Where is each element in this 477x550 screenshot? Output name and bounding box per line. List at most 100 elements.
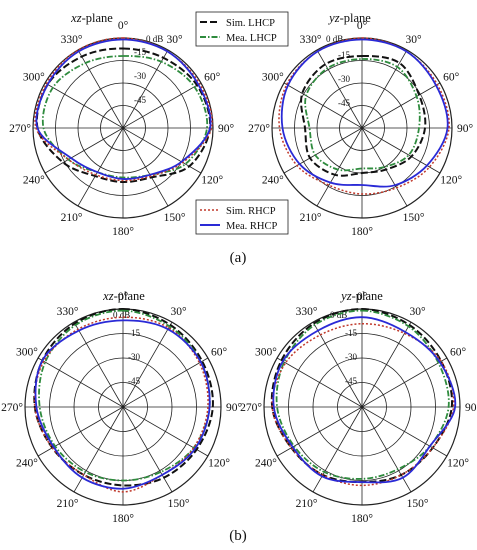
angle-tick-label: 120° — [208, 458, 230, 470]
legend-rhcp-frame — [195, 199, 289, 235]
polar-grid-b-yz — [263, 308, 461, 506]
angle-tick-label: 180° — [112, 226, 134, 238]
legend-sim-lhcp-label: Sim. LHCP — [226, 18, 275, 29]
series-b-yz — [270, 307, 457, 487]
angle-tick-label: 150° — [407, 498, 429, 510]
grid-spoke — [276, 406, 363, 457]
angle-tick-label: 30° — [170, 306, 187, 318]
grid-spoke — [37, 406, 124, 457]
grid-spoke — [361, 406, 448, 457]
panel-label-b: (b) — [229, 528, 247, 544]
angle-tick-label: 180° — [351, 513, 373, 525]
series-line-mea-lhcp — [304, 58, 421, 172]
radial-tick-15: -15 — [128, 328, 140, 338]
angle-tick-label: 150° — [403, 212, 425, 224]
grid-spoke — [312, 321, 363, 408]
angle-tick-label: 90° — [457, 123, 474, 135]
grid-spoke — [122, 82, 202, 129]
grid-spoke — [37, 357, 124, 408]
grid-spoke — [122, 127, 169, 207]
panel-label-a: (a) — [230, 250, 247, 266]
radial-tick-15: -15 — [345, 328, 357, 338]
angle-tick-label: 180° — [351, 226, 373, 238]
grid-spoke — [361, 82, 441, 129]
angle-tick-label: 150° — [168, 498, 190, 510]
angle-tick-label: 60° — [211, 347, 228, 359]
series-line-sim-lhcp — [300, 54, 427, 177]
angle-tick-label: 120° — [440, 175, 462, 187]
grid-spoke — [361, 127, 408, 207]
polar-grid-a-xz — [32, 37, 214, 219]
angle-tick-label: 270° — [1, 402, 23, 414]
angle-tick-label: 330° — [296, 306, 318, 318]
subplot-title-a-yz: yz-plane — [327, 11, 371, 25]
radial-tick-30: -30 — [338, 74, 350, 84]
polar-plot-a-xz: xz-plane 0 dB -15 -30 -45 0° 30° 60° 90° 120… — [9, 11, 234, 238]
angle-tick-label: 210° — [57, 498, 79, 510]
grid-spoke — [361, 406, 412, 493]
angle-tick-label: 300° — [23, 72, 45, 84]
grid-spoke — [73, 406, 124, 493]
series-line-sim-rhcp — [34, 37, 213, 182]
grid-spoke — [316, 49, 363, 129]
grid-spoke — [73, 321, 124, 408]
grid-spoke — [44, 127, 124, 174]
grid-spoke — [361, 127, 441, 174]
polar-plot-b-xz: xz-plane 0 dB -15 -30 -45 0° 30° 60° 90° 120… — [1, 289, 242, 525]
grid-spoke — [122, 406, 173, 493]
radial-tick-30: -30 — [345, 352, 357, 362]
angle-tick-label: 30° — [409, 306, 426, 318]
grid-spoke — [283, 82, 363, 129]
angle-labels-b-yz: 0° 30° 60° 90° 120° 150° 180° 210° 240° 270° 300° 3… — [240, 291, 477, 525]
angle-tick-label: 240° — [262, 175, 284, 187]
polar-plot-a-yz: yz-plane 0 dB -15 -30 -45 0° 30° 60° 90° 120… — [248, 11, 473, 238]
angle-tick-label: 210° — [61, 212, 83, 224]
angle-tick-label: 0° — [118, 20, 129, 32]
grid-spoke — [361, 49, 408, 129]
series-line-mea-lhcp — [275, 309, 450, 480]
series-a-xz — [34, 37, 213, 184]
polar-grid-b-xz — [24, 308, 222, 506]
series-line-sim-rhcp — [278, 37, 450, 195]
angle-tick-label: 90° — [218, 123, 235, 135]
angle-tick-label: 300° — [262, 72, 284, 84]
legend-sim-rhcp-label: Sim. RHCP — [226, 206, 276, 217]
radial-labels-b-xz: 0 dB -15 -30 -45 — [113, 310, 140, 386]
series-a-yz — [278, 37, 450, 195]
radial-tick-15: -15 — [338, 50, 350, 60]
series-line-sim-lhcp — [35, 47, 212, 184]
angle-tick-label: 150° — [164, 212, 186, 224]
angle-tick-label: 210° — [296, 498, 318, 510]
angle-tick-label: 270° — [248, 123, 270, 135]
series-line-mea-lhcp — [41, 55, 209, 179]
radial-tick-45: -45 — [128, 376, 140, 386]
grid-spoke — [316, 127, 363, 207]
radial-tick-45: -45 — [338, 98, 350, 108]
series-line-mea-rhcp — [34, 319, 211, 490]
radial-tick-15: -15 — [134, 47, 146, 57]
legend-lhcp: Sim. LHCP Mea. LHCP — [195, 11, 289, 47]
angle-tick-label: 60° — [204, 72, 221, 84]
angle-tick-label: 60° — [443, 72, 460, 84]
radial-tick-30: -30 — [134, 71, 146, 81]
grid-spoke — [361, 357, 448, 408]
grid-spoke — [361, 321, 412, 408]
grid-spoke — [77, 127, 124, 207]
legend-rhcp: Sim. RHCP Mea. RHCP — [195, 199, 289, 235]
angle-tick-label: 60° — [450, 347, 467, 359]
grid-spoke — [122, 127, 202, 174]
series-line-mea-lhcp — [38, 309, 211, 482]
series-line-mea-rhcp — [35, 38, 212, 180]
grid-spoke — [44, 82, 124, 129]
series-line-sim-rhcp — [33, 316, 209, 493]
angle-tick-label: 0° — [357, 20, 368, 32]
angle-tick-label: 270° — [9, 123, 31, 135]
grid-spoke — [122, 321, 173, 408]
angle-tick-label: 30° — [405, 34, 422, 46]
angle-tick-label: 330° — [61, 34, 83, 46]
angle-tick-label: 270° — [240, 402, 262, 414]
legend-mea-lhcp-label: Mea. LHCP — [226, 33, 277, 44]
angle-tick-label: 0° — [357, 291, 368, 303]
grid-spoke — [312, 406, 363, 493]
